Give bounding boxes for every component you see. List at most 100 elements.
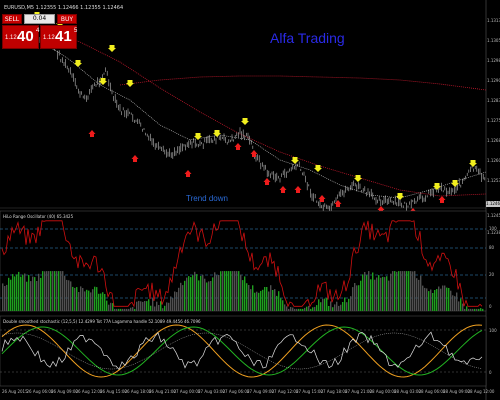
red-up-arrow-icon [263, 178, 271, 185]
histogram-bar [482, 308, 484, 311]
histogram-bar [472, 308, 474, 311]
sell-button[interactable]: SELL [2, 14, 22, 24]
histogram-bar [444, 285, 446, 311]
histogram-bar [240, 274, 242, 311]
histogram-bar [306, 306, 308, 311]
stochastic-line-dotted [1, 332, 483, 370]
histogram-bar [182, 285, 184, 311]
histogram-bar [74, 287, 76, 311]
histogram-bar [68, 280, 70, 311]
histogram-bar [192, 275, 194, 311]
moving-average-slow [119, 75, 487, 91]
histogram-bar [442, 285, 444, 311]
yellow-down-arrow-icon [108, 45, 116, 52]
histogram-bar [174, 291, 176, 311]
histogram-bar [24, 273, 26, 311]
bid-price-button[interactable]: 1.12 40 4 [2, 25, 39, 49]
histogram-bar [434, 290, 436, 311]
histogram-bar [312, 307, 314, 311]
histogram-bar [346, 302, 348, 311]
red-up-arrow-icon [88, 130, 96, 137]
histogram-bar [46, 271, 48, 311]
histogram-bar [44, 271, 46, 311]
buy-button[interactable]: BUY [57, 14, 77, 24]
price-axis-label: 1.13055 [487, 38, 500, 43]
histogram-bar [112, 303, 114, 311]
stochastic-line-white [1, 331, 483, 371]
histogram-bar [296, 308, 298, 311]
price-axis-label: 1.12905 [487, 78, 500, 83]
ask-price-button[interactable]: 1.12 41 5 [40, 25, 77, 49]
histogram-bar [454, 296, 456, 311]
lot-size-input[interactable]: 0.04 [24, 14, 55, 24]
histogram-bar [152, 298, 154, 311]
yellow-down-arrow-icon [126, 80, 134, 87]
histogram-bar [266, 287, 268, 311]
histogram-bar [458, 301, 460, 311]
red-up-arrow-icon [334, 200, 342, 207]
histogram-bar [446, 287, 448, 311]
histogram-bar [166, 302, 168, 311]
histogram-bar [4, 286, 6, 311]
histogram-bar [332, 307, 334, 311]
histogram-bar [2, 283, 4, 311]
histogram-bar [202, 274, 204, 311]
histogram-bar [198, 280, 200, 311]
histogram-bar [124, 308, 126, 311]
histogram-bar [274, 289, 276, 311]
histogram-bar [468, 308, 470, 311]
red-up-arrow-icon [250, 150, 258, 157]
histogram-bar [412, 271, 414, 311]
histogram-bar [212, 277, 214, 311]
histogram-bar [216, 275, 218, 311]
histogram-bar [466, 306, 468, 311]
red-up-arrow-icon [279, 186, 287, 193]
histogram-bar [206, 282, 208, 311]
histogram-bar [358, 285, 360, 311]
ask-price-big: 41 [55, 28, 72, 45]
histogram-bar [232, 271, 234, 311]
histogram-bar [72, 286, 74, 311]
yellow-down-arrow-icon [354, 175, 362, 182]
histogram-bar [256, 291, 258, 311]
histogram-bar [90, 292, 92, 311]
histogram-bar [220, 271, 222, 311]
histogram-bar [26, 281, 28, 311]
yellow-down-arrow-icon [314, 165, 322, 172]
histogram-bar [110, 302, 112, 311]
histogram-bar [404, 271, 406, 311]
histogram-bar [208, 281, 210, 311]
histogram-bar [180, 282, 182, 311]
stochastic-line-green [1, 326, 483, 376]
histogram-bar [418, 279, 420, 311]
histogram-bar [264, 287, 266, 311]
time-axis-label: 26 Aug 2015 [2, 389, 28, 394]
histogram-bar [414, 271, 416, 311]
histogram-bar [456, 292, 458, 311]
histogram-bar [354, 283, 356, 311]
oscillator-label: HiLo Range Oscillator (40) 65.3425 [3, 214, 74, 219]
histogram-bar [194, 271, 196, 311]
histogram-bar [362, 274, 364, 311]
time-axis-label: 28 Aug 06:00 [418, 389, 446, 394]
histogram-bar [38, 273, 40, 311]
oscillator-axis-label: 20 [489, 272, 495, 277]
histogram-bar [100, 293, 102, 311]
histogram-bar [300, 308, 302, 311]
histogram-bar [330, 301, 332, 311]
histogram-bar [324, 298, 326, 311]
histogram-bar [284, 304, 286, 311]
histogram-bar [20, 276, 22, 311]
histogram-bar [382, 276, 384, 311]
price-axis-label: 1.12530 [487, 178, 500, 183]
histogram-bar [342, 302, 344, 311]
histogram-bar [254, 292, 256, 311]
histogram-bar [276, 295, 278, 311]
time-axis-label: 27 Aug 18:00 [320, 389, 348, 394]
histogram-bar [86, 289, 88, 311]
price-axis-label: 1.13130 [487, 18, 500, 23]
price-axis-label: 1.12755 [487, 118, 500, 123]
histogram-bar [450, 290, 452, 311]
time-axis-label: 26 Aug 15:00 [100, 389, 127, 394]
bid-price-prefix: 1.12 [5, 35, 17, 41]
